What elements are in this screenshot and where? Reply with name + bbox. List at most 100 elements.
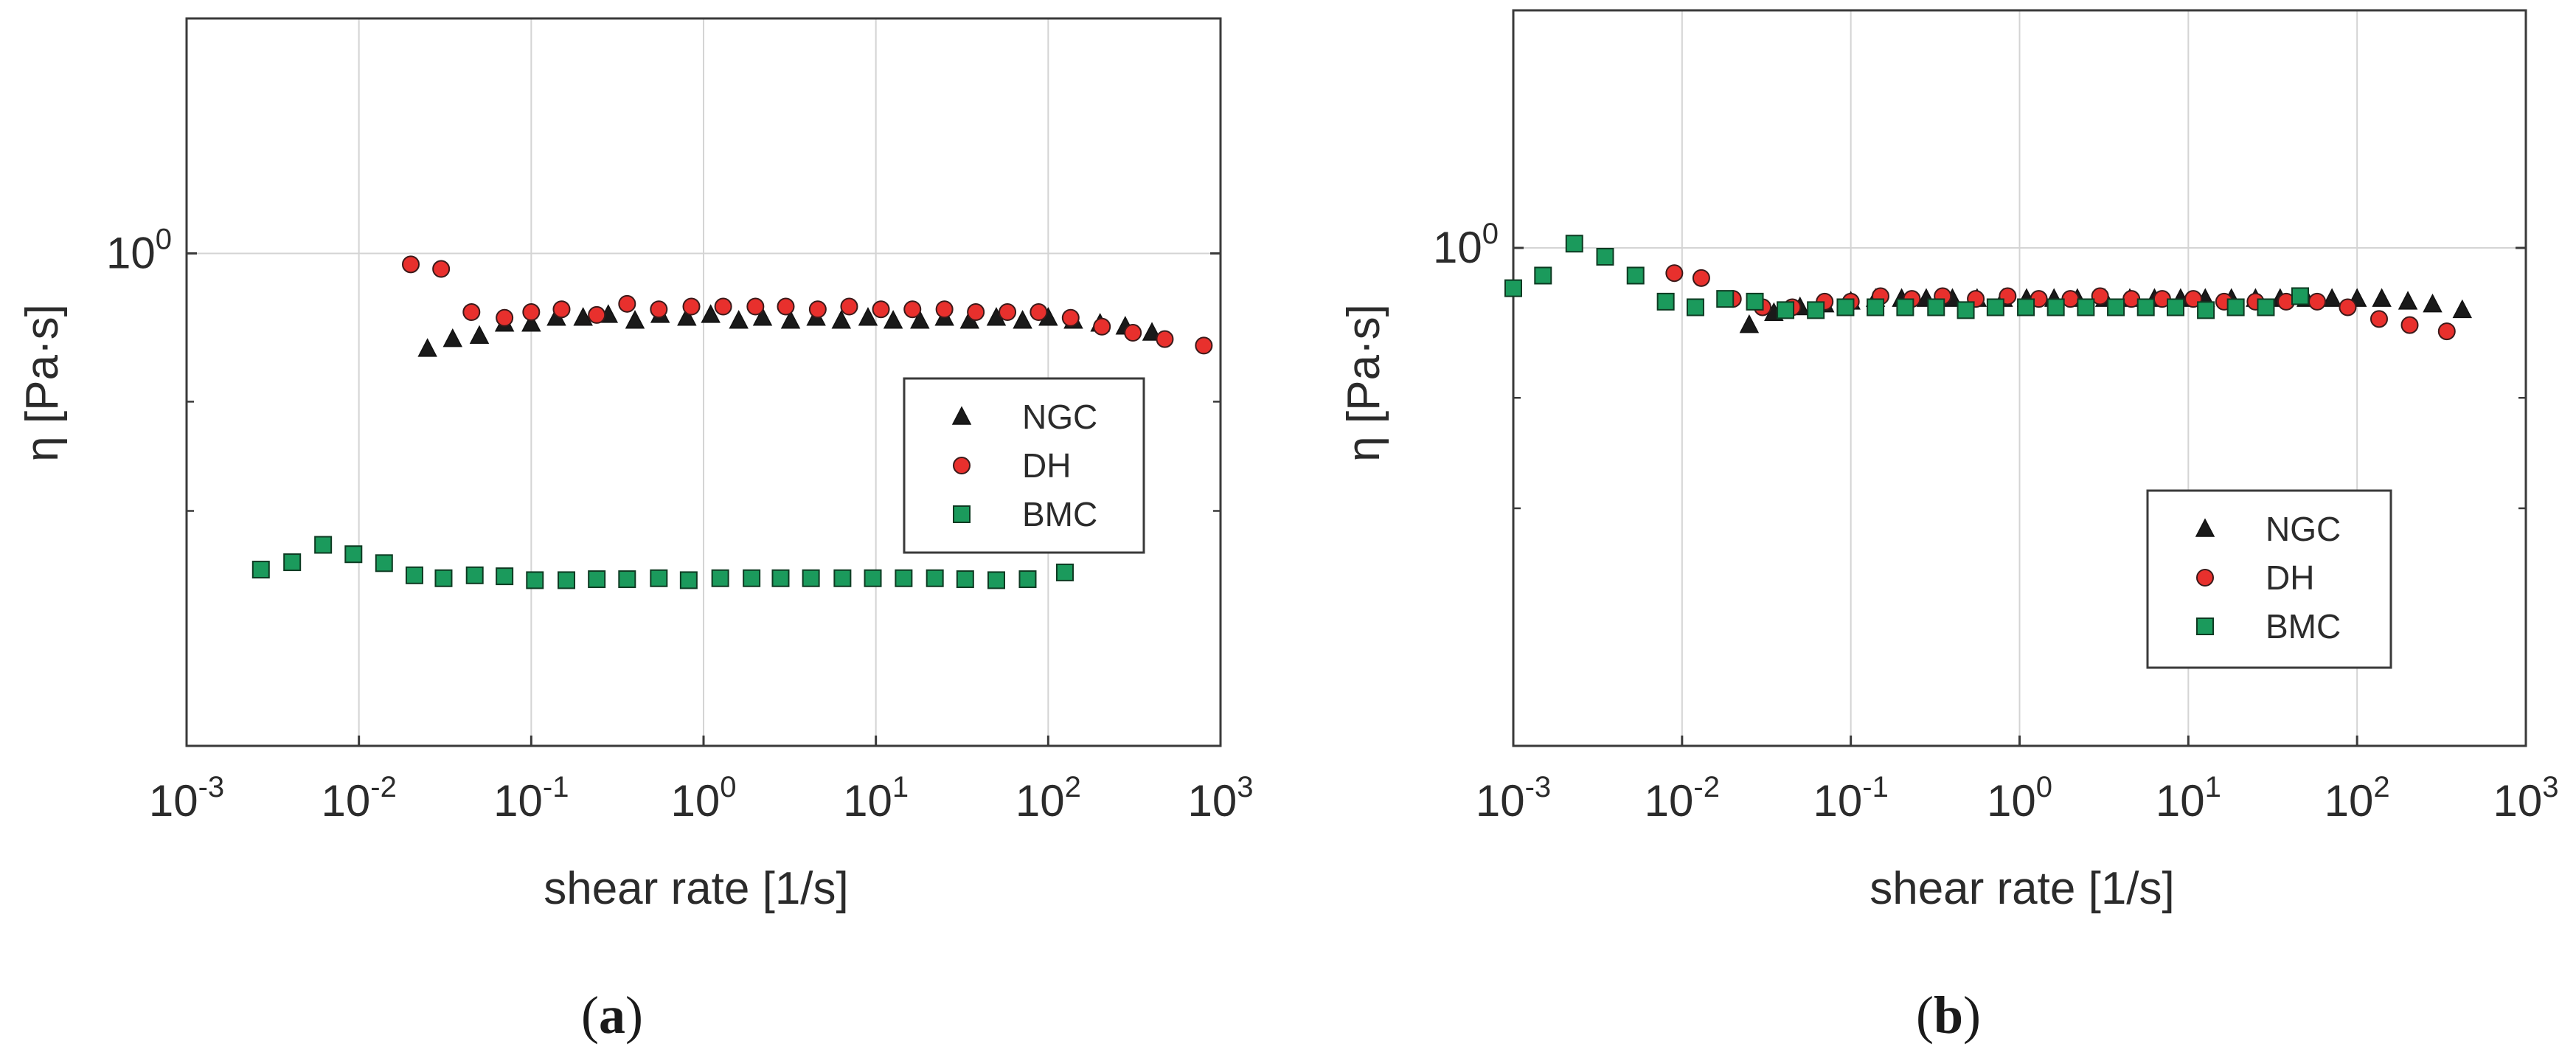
x-tick-base: 10 [322, 776, 371, 826]
bmc-point [1777, 301, 1795, 319]
x-tick-base: 10 [1813, 776, 1863, 826]
bmc-point [1686, 298, 1704, 316]
bmc-point [1746, 292, 1764, 311]
x-tick-label: 103 [2493, 771, 2559, 826]
bmc-point [1867, 298, 1885, 316]
bmc-point [864, 569, 882, 587]
ngc-point [831, 310, 852, 329]
x-tick-label: 102 [1016, 771, 1081, 826]
bmc-point [1957, 301, 1975, 319]
legend-label-bmc: BMC [1022, 495, 1097, 533]
x-tick-base: 10 [1987, 776, 2036, 826]
x-tick-label: 10-1 [1813, 771, 1889, 826]
bmc-point [1927, 298, 1945, 316]
bmc-point [802, 569, 820, 587]
x-tick-exponent: -3 [198, 771, 225, 803]
x-tick-exponent: 3 [2542, 771, 2558, 803]
x-tick-label: 10-3 [1476, 771, 1551, 826]
x-tick-exponent: 1 [2205, 771, 2221, 803]
bmc-point [1504, 279, 1522, 297]
dh-point [808, 300, 827, 319]
ngc-point [883, 310, 903, 329]
y-tick-label: 100 [1433, 218, 1499, 272]
dh-point [402, 255, 420, 274]
ngc-point [2322, 288, 2342, 307]
x-tick-exponent: -1 [1862, 771, 1889, 803]
bmc-point [956, 570, 974, 589]
ngc-point [469, 325, 490, 345]
ngc-point [2372, 288, 2392, 307]
x-tick-base: 10 [1188, 776, 1237, 826]
caption-open-paren: ( [1916, 986, 1934, 1045]
ngc-point [701, 304, 721, 323]
x-tick-label: 100 [1987, 771, 2052, 826]
bmc-point [465, 566, 484, 584]
x-tick-base: 10 [2493, 776, 2543, 826]
panel-caption: (a) [581, 986, 643, 1045]
dh-point [746, 297, 765, 316]
bmc-point [588, 570, 606, 589]
dh-point [1124, 324, 1142, 342]
x-tick-exponent: 2 [2373, 771, 2389, 803]
dh-point [1692, 269, 1710, 287]
bmc-point [618, 570, 636, 589]
x-tick-base: 10 [1476, 776, 1525, 826]
x-tick-exponent: 0 [720, 771, 736, 803]
bmc-point [526, 571, 544, 589]
dh-point [2370, 310, 2388, 328]
ngc-point [625, 310, 645, 329]
x-axis-label: shear rate [1/s] [544, 863, 849, 914]
bmc-point [2107, 298, 2125, 316]
legend-label-bmc: BMC [2266, 607, 2341, 646]
ngc-point [780, 310, 801, 329]
bmc-point [558, 571, 576, 589]
legend-box [2146, 489, 2392, 669]
legend: NGC DH BMC [2146, 489, 2392, 669]
caption-letter: a [599, 986, 625, 1045]
ngc-point [573, 307, 593, 326]
dh-point [2400, 316, 2419, 334]
y-tick-exponent: 0 [1482, 218, 1499, 250]
ngc-point [677, 307, 697, 326]
y-tick-exponent: 0 [156, 223, 172, 255]
x-tick-label: 10-2 [1645, 771, 1720, 826]
bmc-point [1596, 248, 1614, 266]
bmc-point [1836, 298, 1855, 316]
bmc-point [434, 569, 453, 587]
x-tick-label: 102 [2325, 771, 2390, 826]
legend-marker-bmc [953, 505, 971, 523]
ngc-point [729, 310, 749, 329]
dh-point [650, 300, 668, 319]
dh-point [967, 303, 985, 322]
bmc-point [650, 569, 668, 587]
dh-point [552, 300, 571, 319]
panel-caption: (b) [1916, 986, 1981, 1045]
bmc-point [926, 569, 944, 587]
x-tick-base: 10 [1645, 776, 1694, 826]
bmc-point [743, 569, 761, 587]
y-tick-base: 10 [106, 228, 156, 277]
legend-box [903, 377, 1145, 554]
bmc-point [1807, 301, 1825, 319]
ngc-point [858, 307, 878, 326]
dh-point [462, 303, 481, 322]
dh-point [2308, 292, 2327, 311]
x-tick-exponent: -2 [370, 771, 397, 803]
bmc-point [405, 566, 423, 584]
ngc-point [2423, 294, 2443, 313]
dh-point [2061, 290, 2080, 308]
x-tick-label: 10-3 [149, 771, 224, 826]
x-tick-label: 101 [843, 771, 909, 826]
dh-point [1195, 336, 1213, 355]
bmc-point [771, 569, 790, 587]
x-tick-exponent: 0 [2036, 771, 2052, 803]
ngc-point [521, 313, 541, 332]
ngc-point [442, 328, 463, 347]
bmc-point [895, 569, 913, 587]
legend: NGC DH BMC [903, 377, 1145, 554]
x-tick-base: 10 [671, 776, 721, 826]
legend-label-ngc: NGC [1022, 398, 1097, 436]
x-tick-exponent: -1 [543, 771, 569, 803]
x-tick-exponent: 2 [1065, 771, 1081, 803]
